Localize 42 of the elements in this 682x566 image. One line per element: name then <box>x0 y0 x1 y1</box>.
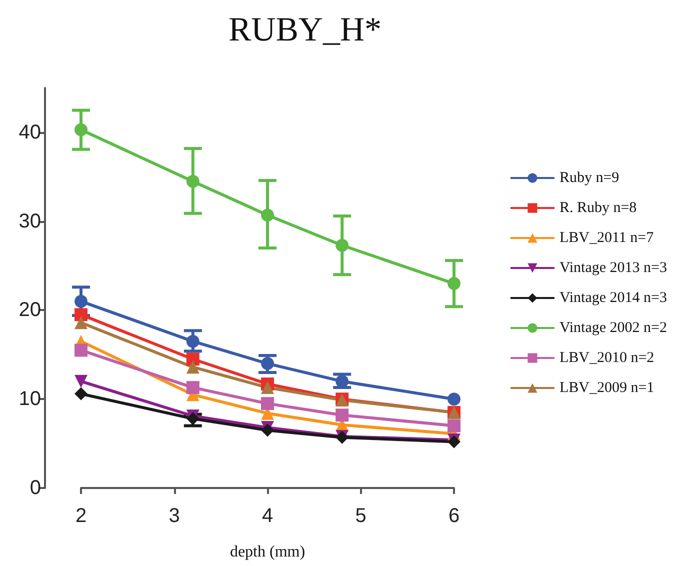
point <box>448 419 460 432</box>
point <box>74 316 88 330</box>
point <box>74 374 88 388</box>
chart-title: RUBY_H* <box>228 12 382 48</box>
point <box>261 397 274 410</box>
point <box>74 294 88 308</box>
legend-label: Ruby n=9 <box>559 170 620 186</box>
x-tick-label: 5 <box>355 505 366 527</box>
legend-label: Vintage 2002 n=2 <box>559 320 668 336</box>
point <box>261 424 274 437</box>
point <box>186 334 200 348</box>
legend-label: Vintage 2014 n=3 <box>559 290 668 306</box>
point <box>186 174 200 188</box>
point <box>261 357 274 370</box>
legend-label: LBV_2009 n=1 <box>559 380 654 396</box>
point <box>448 277 460 290</box>
x-tick-label: 4 <box>262 505 274 527</box>
point <box>74 123 88 136</box>
y-tick-label: 10 <box>18 388 41 410</box>
point <box>186 381 200 394</box>
point <box>261 208 274 222</box>
point <box>336 238 349 252</box>
point <box>74 308 88 322</box>
point <box>336 408 349 422</box>
point <box>74 344 88 357</box>
y-tick-label: 40 <box>18 121 41 144</box>
y-tick-label: 30 <box>18 210 41 232</box>
y-tick-label: 20 <box>18 299 41 322</box>
point <box>186 352 200 366</box>
x-tick-label: 2 <box>75 505 87 527</box>
legend-label: R. Ruby n=8 <box>559 200 637 216</box>
y-tick-label: 0 <box>30 477 41 499</box>
point <box>186 360 200 374</box>
point <box>448 392 460 406</box>
legend-label: LBV_2011 n=7 <box>559 230 654 246</box>
x-tick-label: 3 <box>168 505 180 527</box>
point <box>261 381 274 394</box>
legend-label: LBV_2010 n=2 <box>559 350 654 366</box>
point <box>74 387 88 400</box>
legend-label: Vintage 2013 n=3 <box>559 260 668 276</box>
x-tick-label: 6 <box>448 505 460 527</box>
x-axis-title: depth (mm) <box>230 544 306 560</box>
